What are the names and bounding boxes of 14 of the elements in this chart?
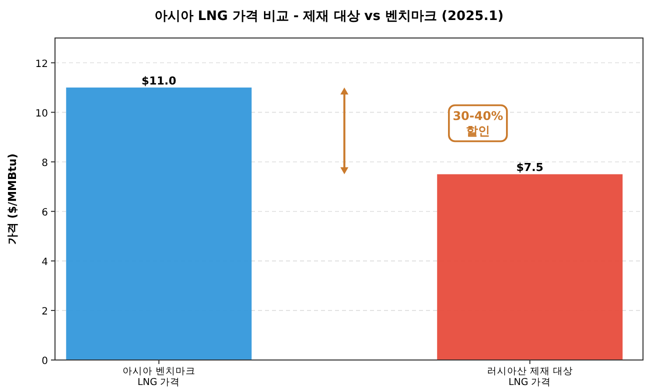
x-tick-label: 러시아산 제재 대상 LNG 가격 — [486, 366, 573, 388]
y-tick-label: 8 — [42, 158, 48, 169]
y-tick-label: 6 — [42, 207, 48, 218]
y-axis-title: 가격 ($/MMBtu) — [6, 154, 19, 244]
x-tick-label: 아시아 벤치마크 LNG 가격 — [122, 366, 196, 388]
annotation: 30-40% 할인 — [452, 109, 504, 138]
data-label: $7.5 — [516, 161, 544, 174]
chart-title: 아시아 LNG 가격 비교 - 제재 대상 vs 벤치마크 (2025.1) — [154, 9, 504, 24]
y-tick-label: 4 — [42, 256, 48, 268]
y-tick-label: 0 — [42, 356, 48, 367]
y-tick-label: 10 — [35, 108, 48, 120]
y-tick-label: 2 — [42, 306, 48, 318]
y-tick-label: 12 — [35, 58, 48, 70]
data-label: $11.0 — [141, 74, 177, 88]
